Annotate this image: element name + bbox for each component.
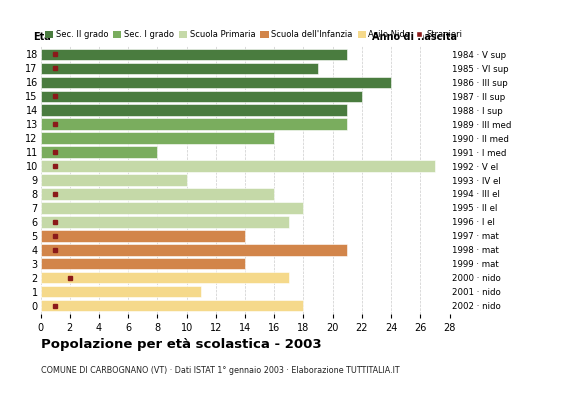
Bar xyxy=(41,63,318,74)
Bar xyxy=(41,174,187,186)
Bar xyxy=(41,258,245,270)
Bar xyxy=(41,202,303,214)
Bar xyxy=(41,76,391,88)
Text: Popolazione per età scolastica - 2003: Popolazione per età scolastica - 2003 xyxy=(41,338,321,351)
Text: COMUNE DI CARBOGNANO (VT) · Dati ISTAT 1° gennaio 2003 · Elaborazione TUTTITALIA: COMUNE DI CARBOGNANO (VT) · Dati ISTAT 1… xyxy=(41,366,399,375)
Bar xyxy=(41,230,245,242)
Bar xyxy=(41,244,347,256)
Legend: Sec. II grado, Sec. I grado, Scuola Primaria, Scuola dell'Infanzia, Asilo Nido, : Sec. II grado, Sec. I grado, Scuola Prim… xyxy=(45,30,462,39)
Bar xyxy=(41,286,201,297)
Bar xyxy=(41,104,347,116)
Bar xyxy=(41,272,289,284)
Bar xyxy=(41,188,274,200)
Bar xyxy=(41,132,274,144)
Bar xyxy=(41,160,435,172)
Bar xyxy=(41,90,362,102)
Text: Anno di nascita: Anno di nascita xyxy=(372,32,457,42)
Text: Età: Età xyxy=(33,32,51,42)
Bar xyxy=(41,216,289,228)
Bar xyxy=(41,49,347,60)
Bar xyxy=(41,300,303,311)
Bar xyxy=(41,118,347,130)
Bar xyxy=(41,146,157,158)
